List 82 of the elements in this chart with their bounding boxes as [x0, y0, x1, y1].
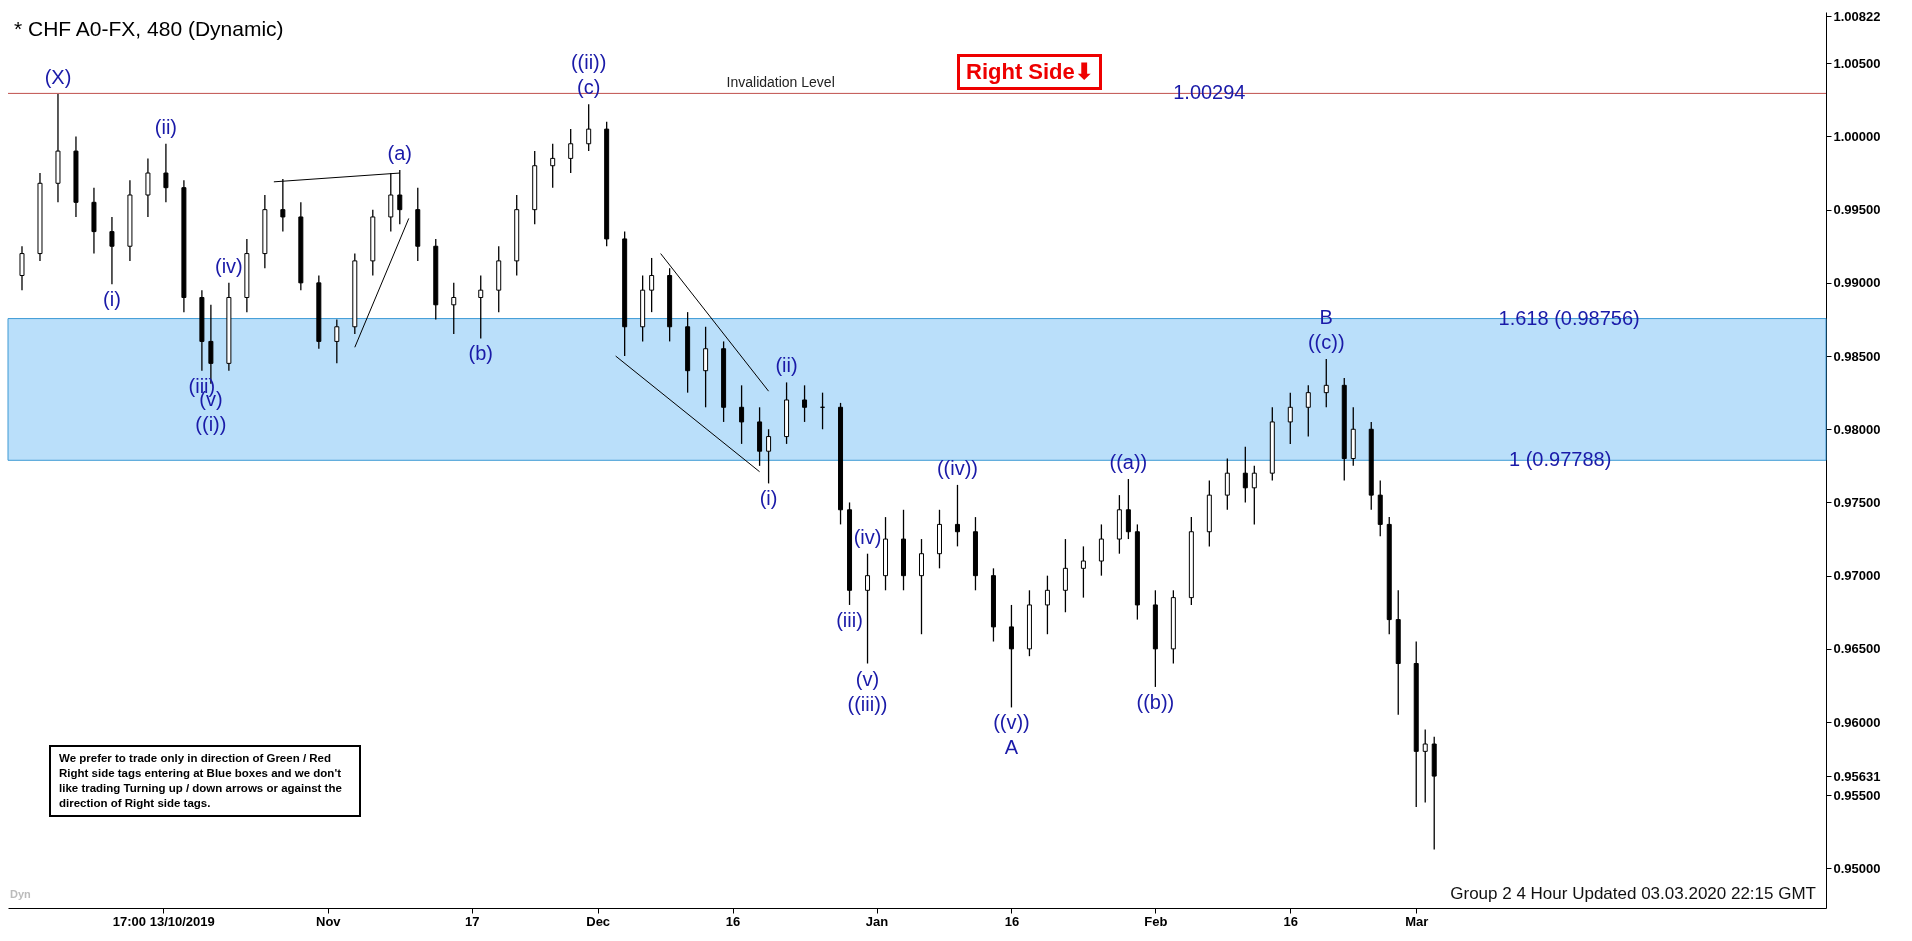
- y-tick-label: 1.00822: [1833, 8, 1881, 24]
- annotation: (X): [44, 65, 72, 88]
- candlestick: [586, 103, 592, 152]
- annotation: (ii): [775, 354, 798, 377]
- candlestick: [1098, 523, 1104, 577]
- candlestick: [1242, 446, 1248, 504]
- y-tick-label: 0.96000: [1833, 714, 1881, 730]
- candlestick: [1008, 604, 1014, 709]
- annotation: ((v)): [993, 711, 1030, 734]
- candlestick: [451, 282, 457, 335]
- x-tick-label: Mar: [1405, 913, 1429, 929]
- x-tick-label: 16: [1283, 913, 1299, 929]
- candlestick: [109, 216, 115, 285]
- candlestick: [1251, 465, 1257, 526]
- candlestick: [550, 143, 556, 189]
- annotation: Group 2 4 Hour Updated 03.03.2020 22:15 GMT: [1450, 884, 1816, 904]
- x-tick-label: 17: [465, 913, 480, 929]
- annotation: ((ii)): [570, 51, 607, 74]
- x-tick-label: Dec: [586, 913, 611, 929]
- candlestick: [1125, 478, 1131, 540]
- candlestick: [865, 553, 871, 665]
- y-tick-label: 0.97500: [1833, 494, 1881, 510]
- x-tick-label: Nov: [316, 913, 342, 929]
- candlestick: [766, 428, 772, 485]
- y-tick-label: 1.00000: [1833, 128, 1881, 144]
- candlestick: [163, 143, 169, 203]
- candlestick: [1224, 457, 1230, 511]
- x-tick-label: 16: [1004, 913, 1020, 929]
- y-tick-label: 0.99000: [1833, 275, 1881, 291]
- y-tick-label: 0.97000: [1833, 568, 1881, 584]
- candlestick: [802, 384, 808, 423]
- annotation: Right Side⬇: [957, 54, 1102, 90]
- y-tick-label: 0.98000: [1833, 421, 1881, 437]
- annotation: ((b)): [1136, 690, 1175, 713]
- candlestick: [739, 384, 745, 445]
- x-tick-label: Feb: [1144, 913, 1168, 929]
- candlestick: [1080, 545, 1086, 599]
- annotation: Dyn: [10, 888, 31, 900]
- annotation: (ii): [154, 115, 178, 138]
- x-tick-label: Jan: [865, 913, 889, 929]
- annotation: (iv): [215, 254, 243, 277]
- candlestick: [919, 538, 924, 635]
- annotation: (v): [855, 667, 880, 690]
- annotation: (i): [759, 487, 778, 510]
- candlestick: [954, 484, 960, 548]
- annotation: 1 (0.97788): [1509, 448, 1612, 471]
- annotation: (i): [103, 288, 121, 311]
- candlestick: [568, 128, 574, 174]
- candlestick: [1062, 538, 1068, 613]
- annotation: (iv): [853, 525, 882, 548]
- annotation: ((iii)): [847, 692, 888, 715]
- candlestick: [145, 157, 151, 218]
- candlestick: [703, 326, 709, 408]
- annotation: We prefer to trade only in direction of Green / Red Right side tags entering at Blue boxes and we don't like trading Turning up / down arrows or against the direction of Right side tags.: [49, 745, 361, 817]
- y-tick-label: 1.00500: [1833, 55, 1881, 71]
- candlestick: [478, 274, 484, 340]
- ref-line-label: Invalidation Level: [726, 74, 835, 91]
- annotation: (b): [468, 342, 493, 365]
- annotation: ((i)): [195, 412, 227, 435]
- annotation: (c): [577, 76, 601, 99]
- candlestick: [19, 245, 25, 291]
- candlestick: [1422, 728, 1428, 804]
- annotation: (a): [387, 142, 413, 165]
- y-tick-label: 0.95500: [1833, 787, 1881, 803]
- candlestick: [1287, 392, 1293, 445]
- candlestick: [1305, 384, 1311, 438]
- y-tick-label: 0.95631: [1833, 768, 1881, 784]
- y-tick-label: 0.99500: [1833, 202, 1881, 218]
- y-tick-label: 0.96500: [1833, 641, 1881, 657]
- x-tick-label: 17:00 13/10/2019: [112, 913, 215, 929]
- annotation: (iii): [836, 608, 863, 631]
- candlestick: [334, 318, 340, 365]
- annotation: ((c)): [1307, 330, 1345, 353]
- candlestick: [649, 257, 655, 313]
- annotation: ((iv)): [936, 456, 979, 479]
- y-tick-label: 0.98500: [1833, 348, 1881, 364]
- chart-title: * CHF A0-FX, 480 (Dynamic): [14, 17, 284, 41]
- candlestick: [1044, 575, 1050, 635]
- y-tick-label: 0.95000: [1833, 860, 1881, 876]
- annotation: A: [1004, 736, 1019, 759]
- x-tick-label: 16: [725, 913, 741, 929]
- candlestick: [1323, 358, 1329, 408]
